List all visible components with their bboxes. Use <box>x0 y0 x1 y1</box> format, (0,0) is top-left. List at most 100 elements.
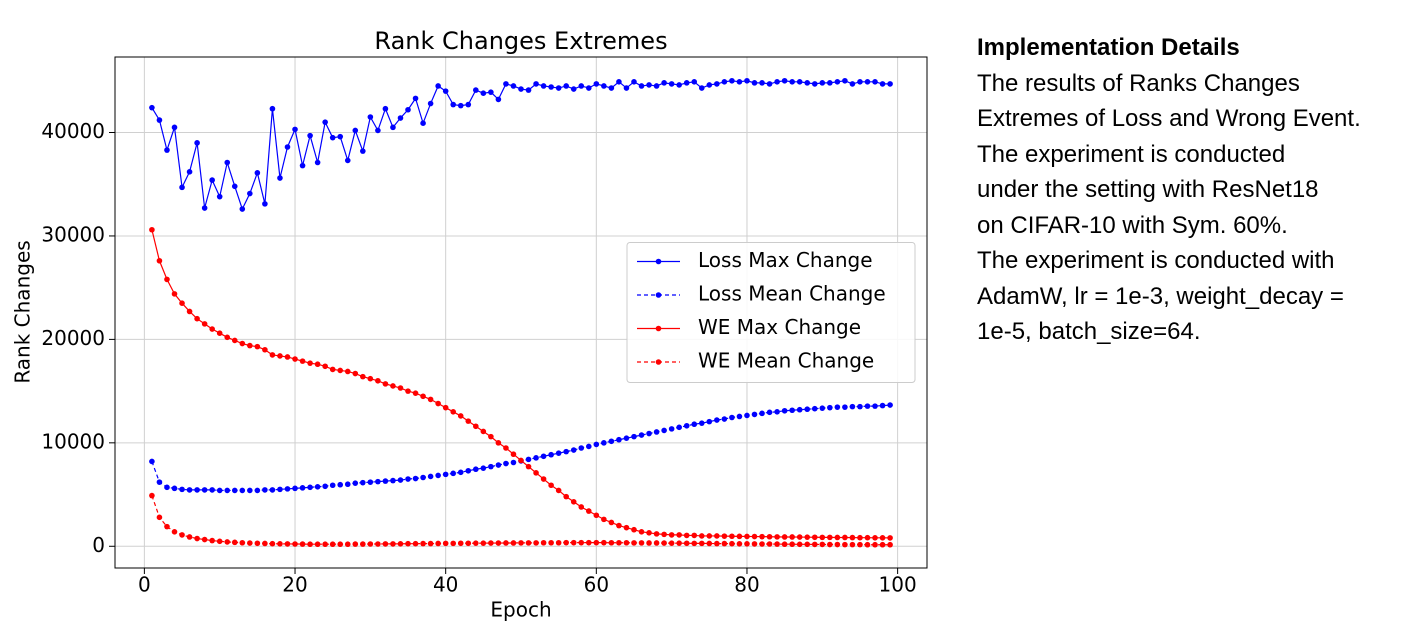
data-point <box>277 540 283 547</box>
data-point <box>638 83 645 89</box>
data-point <box>337 367 344 374</box>
data-point <box>766 533 773 540</box>
data-point <box>879 534 886 541</box>
data-point <box>683 540 690 547</box>
data-point <box>683 532 690 539</box>
data-point <box>420 540 426 547</box>
data-point <box>616 539 622 546</box>
data-point <box>450 101 457 108</box>
data-point <box>179 486 185 493</box>
data-point <box>525 463 532 470</box>
data-point <box>194 140 200 146</box>
data-point <box>239 340 246 347</box>
data-point <box>879 541 886 548</box>
data-point <box>299 541 306 547</box>
data-point <box>585 443 592 450</box>
data-point <box>307 132 313 139</box>
data-point <box>194 487 200 493</box>
data-point <box>209 487 215 493</box>
data-point <box>299 162 306 169</box>
data-point <box>201 487 208 493</box>
data-point <box>503 460 509 467</box>
data-point <box>548 482 554 489</box>
data-point <box>518 86 524 92</box>
data-point <box>736 540 743 547</box>
data-point <box>706 418 713 425</box>
data-point <box>563 493 569 500</box>
data-point <box>661 531 667 538</box>
data-point <box>247 540 253 546</box>
data-point <box>254 487 261 494</box>
data-point <box>201 205 208 211</box>
data-point <box>631 526 637 533</box>
data-point <box>292 541 298 547</box>
data-point <box>216 330 223 336</box>
data-point <box>661 427 667 434</box>
data-point <box>284 541 291 547</box>
data-point <box>555 450 562 456</box>
data-point <box>774 534 780 540</box>
y-tick-label: 0 <box>92 533 105 557</box>
data-point <box>570 447 577 453</box>
data-point <box>503 445 509 451</box>
data-point <box>811 541 818 548</box>
data-point <box>442 404 449 411</box>
data-point <box>480 540 487 546</box>
data-point <box>601 83 607 89</box>
data-point <box>616 522 622 529</box>
data-point <box>691 421 698 428</box>
data-point <box>435 83 441 89</box>
data-point <box>698 420 705 426</box>
data-point <box>668 81 675 87</box>
data-point <box>442 471 449 478</box>
data-point <box>879 402 886 409</box>
data-point <box>842 404 848 410</box>
data-point <box>661 80 667 86</box>
data-point <box>179 184 185 191</box>
data-point <box>216 538 223 545</box>
data-point <box>789 79 795 85</box>
data-point <box>412 475 419 482</box>
data-point <box>149 226 155 233</box>
data-point <box>872 534 878 541</box>
data-point <box>623 85 630 91</box>
data-point <box>698 540 705 547</box>
data-point <box>457 102 464 109</box>
data-point <box>563 83 569 89</box>
data-point <box>668 540 675 546</box>
legend-marker <box>655 292 662 298</box>
data-point <box>548 451 554 458</box>
data-point <box>789 407 795 414</box>
data-point <box>239 487 246 494</box>
data-point <box>314 541 321 548</box>
data-point <box>540 539 547 546</box>
data-point <box>744 533 750 540</box>
data-point <box>653 531 660 537</box>
data-point <box>450 409 457 415</box>
data-point <box>887 402 893 408</box>
data-point <box>216 193 223 200</box>
data-point <box>480 428 487 435</box>
plot-frame <box>114 56 928 569</box>
data-point <box>631 540 637 546</box>
x-axis-label: Epoch <box>490 598 551 622</box>
data-point <box>653 540 660 546</box>
data-point <box>465 467 472 474</box>
data-point <box>676 540 682 546</box>
data-point <box>864 541 871 548</box>
data-point <box>834 404 841 410</box>
data-point <box>382 381 389 387</box>
y-tick-label: 10000 <box>41 429 105 453</box>
data-point <box>186 169 193 175</box>
data-point <box>804 541 811 548</box>
data-point <box>668 426 675 432</box>
data-point <box>578 504 585 510</box>
data-point <box>405 388 411 394</box>
data-point <box>412 540 419 547</box>
data-point <box>360 479 366 486</box>
data-point <box>601 516 607 523</box>
data-point <box>819 80 826 86</box>
data-point <box>269 540 276 547</box>
data-point <box>879 81 886 87</box>
data-point <box>329 541 336 548</box>
